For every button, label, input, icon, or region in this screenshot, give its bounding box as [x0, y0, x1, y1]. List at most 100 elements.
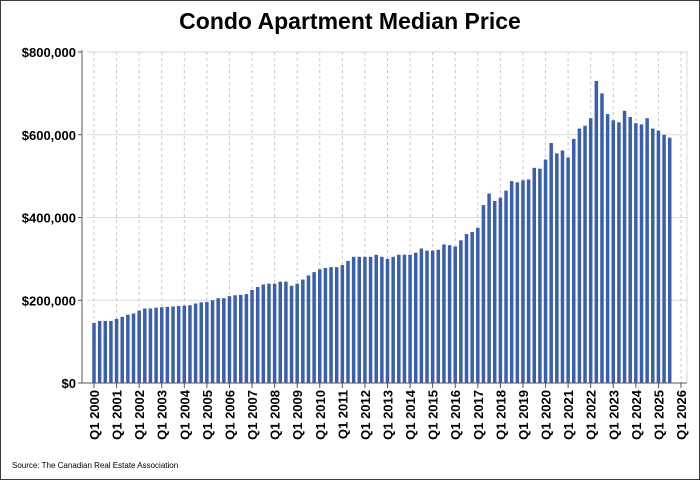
x-tick-label: Q1 2024: [629, 389, 644, 440]
x-tick-label: Q1 2002: [132, 390, 147, 440]
bar: [323, 267, 328, 383]
bar: [131, 313, 136, 383]
bar: [515, 182, 520, 383]
bar: [114, 318, 119, 383]
x-tick-label: Q1 2020: [539, 390, 554, 440]
x-tick-label: Q1 2005: [200, 390, 215, 440]
bar: [560, 150, 565, 383]
bar: [487, 193, 491, 383]
x-tick-label: Q1 2006: [222, 390, 237, 440]
y-tick-label: $400,000: [22, 211, 76, 226]
bar: [284, 281, 288, 383]
bar: [588, 118, 593, 383]
x-tick-label: Q1 2010: [313, 390, 328, 440]
x-tick-label: Q1 2019: [516, 390, 531, 440]
x-tick-label: Q1 2008: [268, 390, 283, 440]
bar: [509, 181, 514, 383]
bar: [318, 269, 322, 383]
bar: [459, 240, 463, 383]
bar: [233, 295, 237, 383]
y-tick-label: $0: [62, 376, 76, 391]
bar: [645, 118, 649, 383]
bar: [656, 130, 661, 383]
bar: [126, 314, 130, 383]
bar: [120, 316, 124, 383]
bar: [667, 137, 672, 383]
bar: [555, 153, 559, 383]
bar: [255, 287, 260, 383]
x-tick-labels: Q1 2000 Q1 2001 Q1 2002 Q1 2003 Q1 2004 Q1 20…: [87, 389, 689, 440]
bar: [143, 308, 147, 383]
bar: [538, 168, 542, 383]
y-tick-labels: $0 $200,000 $400,000 $600,000 $800,000: [22, 45, 76, 391]
bar: [289, 285, 294, 383]
bar: [351, 256, 356, 383]
bar: [357, 256, 362, 383]
bar: [363, 256, 367, 383]
bar: [611, 120, 616, 384]
bar: [171, 306, 175, 383]
bar: [470, 231, 474, 383]
source-note: Source: The Canadian Real Estate Associa…: [12, 461, 179, 470]
bar: [109, 320, 113, 383]
bar: [368, 256, 373, 383]
x-tick-label: Q1 2022: [584, 390, 599, 440]
x-tick-label: Q1 2011: [335, 390, 350, 439]
bar: [199, 302, 203, 383]
bar: [295, 283, 299, 383]
x-tick-label: Q1 2026: [674, 390, 689, 440]
bar: [250, 289, 254, 383]
bar: [594, 80, 599, 384]
bar: [380, 256, 384, 383]
x-tick-label: Q1 2004: [177, 389, 192, 440]
x-tick-label: Q1 2021: [561, 390, 576, 440]
bar: [312, 272, 316, 383]
y-tick-label: $200,000: [22, 293, 76, 308]
x-tick-label: Q1 2025: [651, 390, 666, 440]
gridlines: [87, 51, 687, 383]
x-tick-label: Q1 2017: [471, 390, 486, 440]
bar: [447, 245, 452, 383]
bar: [188, 305, 192, 383]
bar: [436, 249, 441, 383]
bar: [600, 93, 604, 383]
x-tick-label: Q1 2014: [403, 389, 418, 440]
bar: [566, 157, 570, 383]
bar: [227, 296, 232, 383]
bar: [165, 306, 170, 383]
bars: [92, 80, 672, 384]
bar: [301, 279, 305, 383]
bar: [329, 267, 333, 383]
x-tick-label: Q1 2013: [381, 390, 396, 440]
x-tick-label: Q1 2009: [290, 390, 305, 440]
bar: [442, 244, 446, 383]
x-tick-label: Q1 2001: [110, 390, 125, 440]
x-tick-label: Q1 2007: [245, 390, 260, 440]
bar: [306, 275, 311, 383]
bar: [244, 294, 249, 383]
bar: [413, 252, 418, 383]
bar: [408, 254, 412, 383]
bar: [628, 116, 632, 384]
bar: [346, 260, 350, 383]
x-tick-label: Q1 2018: [493, 390, 508, 440]
bar: [634, 123, 638, 383]
bar: [492, 200, 497, 383]
bar: [476, 227, 480, 383]
bar: [239, 294, 243, 383]
bar: [391, 256, 395, 383]
y-tick-label: $800,000: [22, 45, 76, 60]
bar: [402, 254, 407, 383]
bar: [205, 301, 209, 383]
bar: [577, 128, 582, 383]
bar: [374, 254, 378, 383]
bar: [103, 320, 108, 383]
bar: [583, 125, 587, 384]
bar: [385, 258, 390, 383]
x-tick-label: Q1 2003: [155, 390, 170, 440]
bar: [453, 246, 457, 383]
x-tick-label: Q1 2015: [426, 390, 441, 440]
bar: [481, 205, 486, 383]
bar: [216, 298, 220, 383]
bar: [464, 234, 469, 383]
